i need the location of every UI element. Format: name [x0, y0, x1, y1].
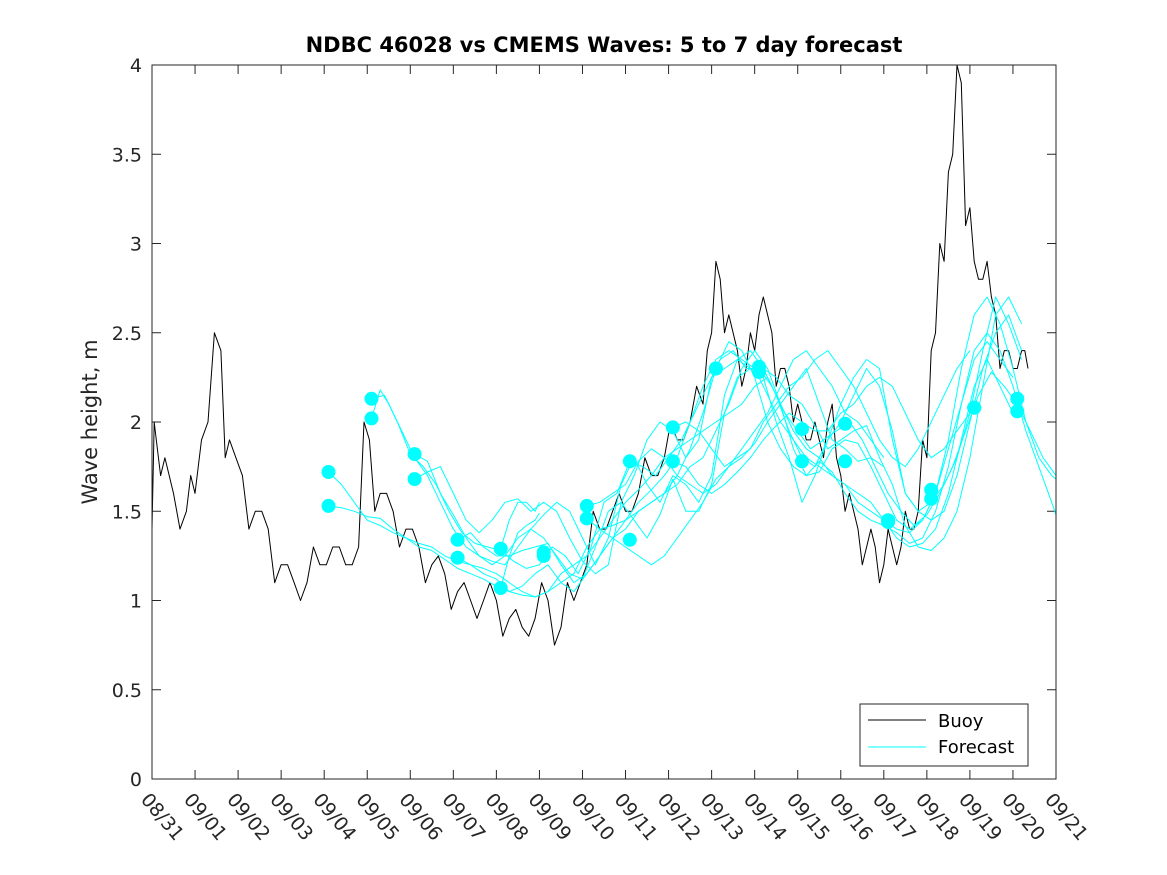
forecast-series-line-14	[672, 376, 971, 494]
forecast-marker	[622, 454, 637, 469]
y-tick-label: 3.5	[112, 144, 142, 166]
forecast-marker	[579, 511, 594, 526]
forecast-series-line-11	[586, 350, 885, 507]
forecast-series-line-9	[500, 501, 540, 549]
forecast-marker	[967, 400, 982, 415]
forecast-series-line-12	[586, 368, 885, 566]
forecast-marker	[924, 491, 939, 506]
forecast-marker	[622, 532, 637, 547]
legend: Buoy Forecast	[859, 703, 1029, 767]
forecast-marker	[665, 420, 680, 435]
forecast-marker	[493, 541, 508, 556]
legend-buoy-label: Buoy	[938, 711, 984, 732]
forecast-series-line-5	[414, 296, 1023, 566]
forecast-marker	[321, 465, 336, 479]
y-tick-label: 2.5	[112, 323, 142, 345]
forecast-marker	[450, 532, 465, 547]
forecast-markers	[321, 359, 1025, 595]
forecast-series-line-10	[500, 512, 540, 589]
forecast-marker	[493, 581, 508, 595]
forecast-marker	[364, 391, 379, 406]
forecast-marker	[838, 416, 853, 431]
forecast-series-line-6	[414, 296, 1023, 575]
y-tick-label: 2	[130, 412, 142, 434]
forecast-marker	[1010, 404, 1025, 419]
forecast-marker	[579, 498, 594, 513]
legend-forecast-label: Forecast	[938, 737, 1014, 758]
forecast-marker	[450, 550, 465, 565]
forecast-marker	[708, 361, 723, 376]
y-tick-label: 1.5	[112, 501, 142, 523]
buoy-series-line	[151, 64, 1029, 646]
plot-frame	[151, 64, 1057, 780]
forecast-marker	[407, 447, 422, 462]
legend-box	[859, 703, 1029, 767]
forecast-series-line-13	[672, 350, 971, 468]
y-tick-labels: 0 0.5 1 1.5 2 2.5 3 3.5 4	[112, 55, 142, 791]
forecast-marker	[881, 515, 896, 529]
plot-series	[151, 64, 1057, 646]
forecast-series-line-8	[457, 359, 1014, 598]
y-tick-label: 0	[130, 769, 142, 791]
forecast-marker	[795, 454, 809, 469]
y-tick-label: 3	[130, 234, 142, 256]
forecast-marker	[665, 454, 680, 469]
y-tick-label: 4	[130, 55, 142, 77]
forecast-marker	[752, 365, 766, 379]
y-tick-label: 0.5	[112, 680, 142, 702]
forecast-series-line-7	[457, 341, 1014, 584]
forecast-marker	[364, 411, 379, 426]
forecast-marker	[407, 472, 422, 487]
forecast-marker	[795, 422, 809, 437]
forecast-marker	[321, 498, 336, 513]
chart-title: NDBC 46028 vs CMEMS Waves: 5 to 7 day fo…	[306, 33, 903, 57]
y-axis-label: Wave height, m	[78, 339, 102, 504]
forecast-marker	[838, 454, 853, 469]
forecast-marker	[1010, 391, 1025, 406]
plot-area	[152, 65, 1056, 779]
y-tick-label: 1	[130, 591, 142, 613]
forecast-marker	[536, 548, 551, 563]
